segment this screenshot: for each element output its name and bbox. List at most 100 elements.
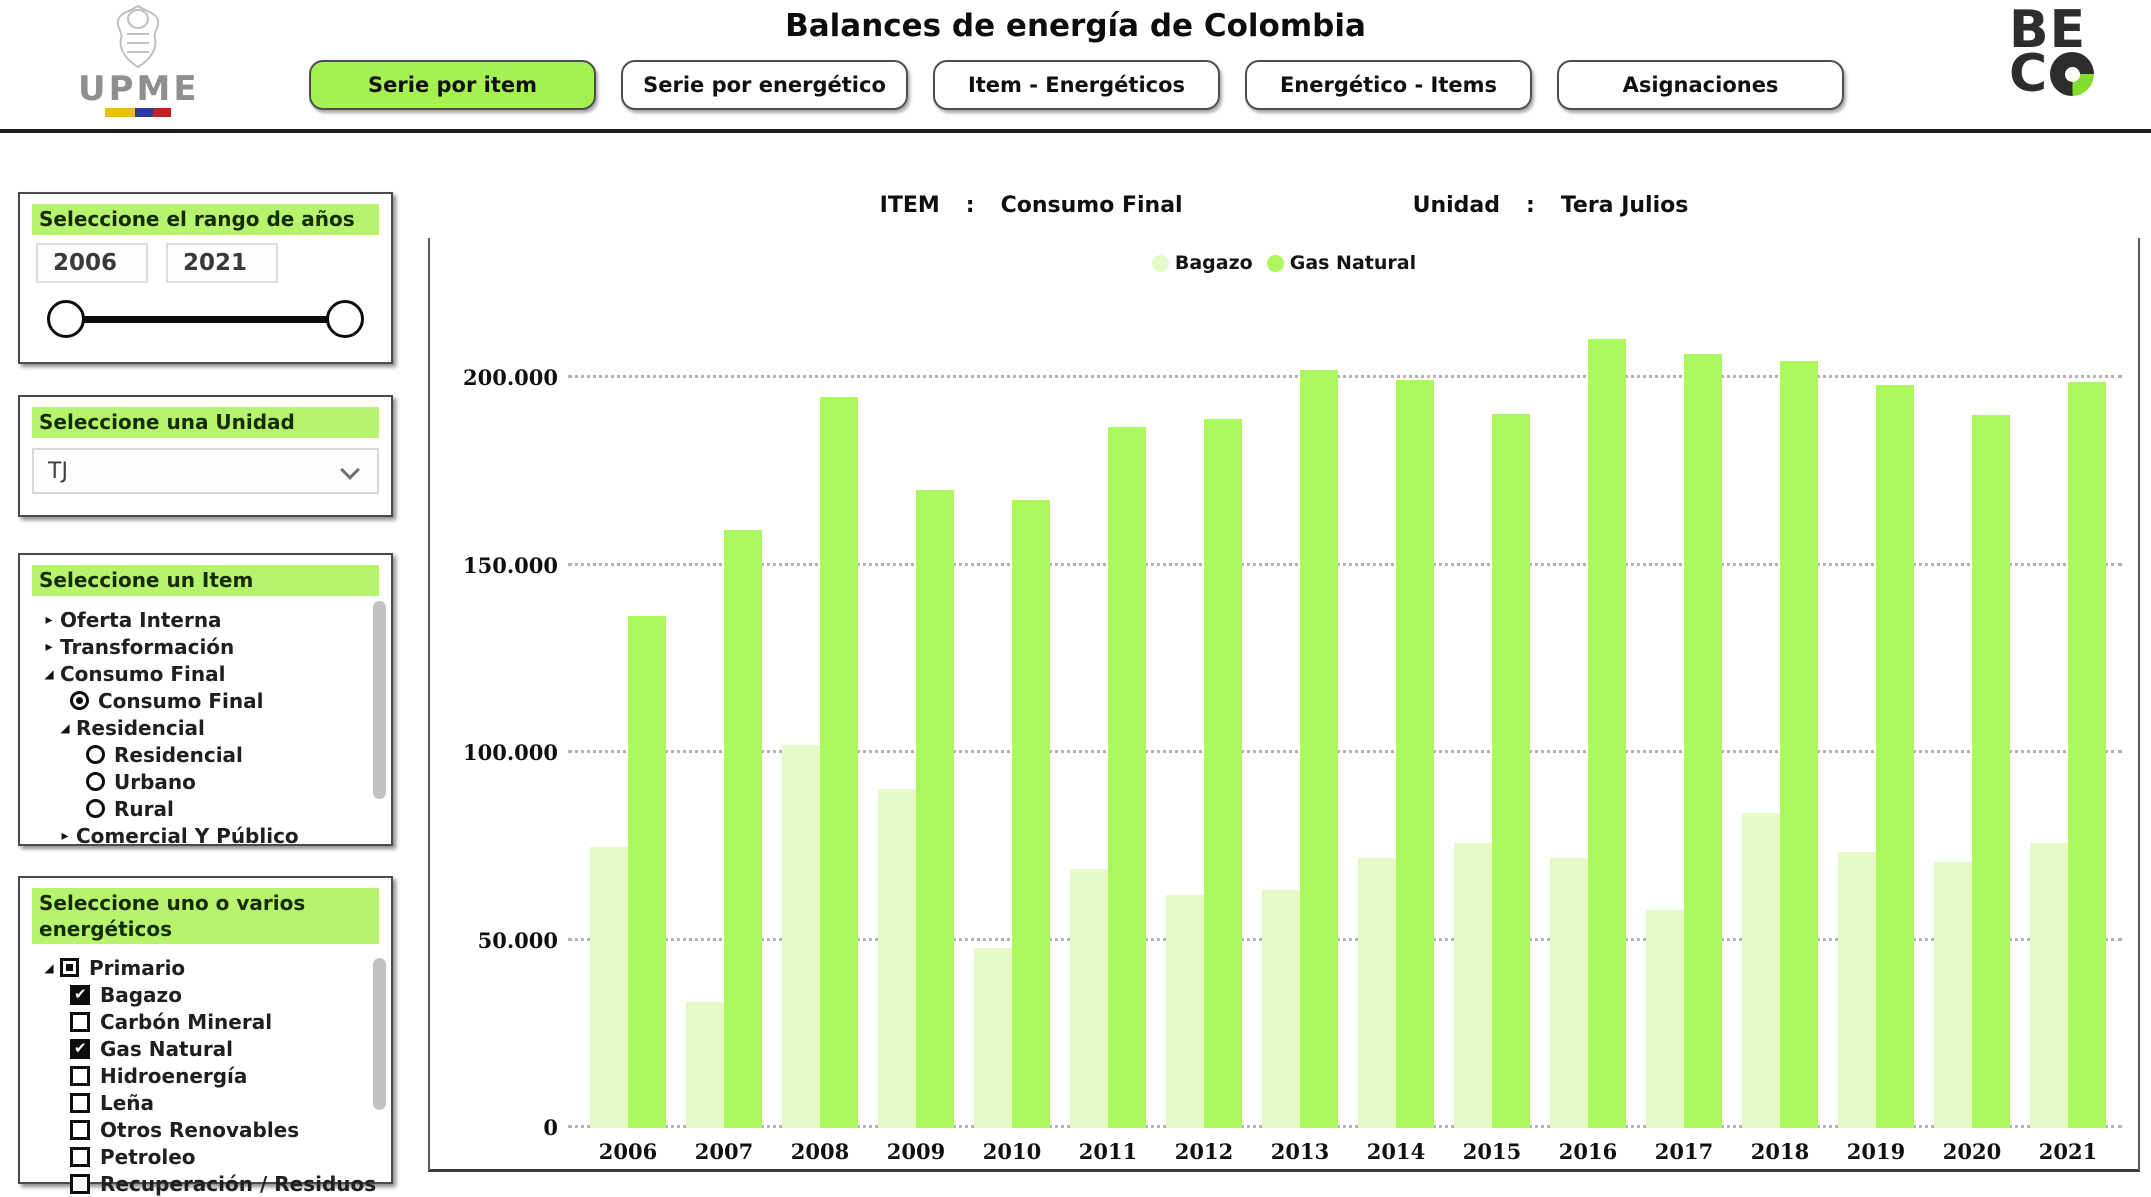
bar-gas-natural-2020[interactable] bbox=[1972, 415, 2010, 1128]
item-tree-scrollbar[interactable] bbox=[373, 601, 386, 799]
bar-gas-natural-2016[interactable] bbox=[1588, 339, 1626, 1128]
bar-gas-natural-2009[interactable] bbox=[916, 490, 954, 1128]
bar-gas-natural-2011[interactable] bbox=[1108, 427, 1146, 1128]
checkbox-otros-renovables[interactable] bbox=[70, 1119, 90, 1140]
energetic-label: Bagazo bbox=[100, 982, 182, 1007]
bar-gas-natural-2008[interactable] bbox=[820, 397, 858, 1128]
checkbox-hidroenerg-a[interactable] bbox=[70, 1065, 90, 1086]
bar-bagazo-2012[interactable] bbox=[1166, 895, 1204, 1128]
energetic-recuperaci-n-residuos[interactable]: Recuperación / Residuos bbox=[20, 1170, 391, 1197]
checkbox-le-a[interactable] bbox=[70, 1092, 90, 1113]
tab-serie-por-item[interactable]: Serie por item bbox=[309, 60, 596, 110]
collapse-icon[interactable]: ◢ bbox=[44, 666, 54, 681]
bar-bagazo-2017[interactable] bbox=[1646, 910, 1684, 1128]
bar-group-2015: 2015 bbox=[1444, 235, 1540, 1164]
bar-gas-natural-2019[interactable] bbox=[1876, 385, 1914, 1128]
bar-bagazo-2007[interactable] bbox=[686, 1002, 724, 1128]
chart-header: ITEM : Consumo Final Unidad : Tera Julio… bbox=[428, 193, 2140, 218]
year-from-input[interactable]: 2006 bbox=[36, 243, 148, 283]
bar-bagazo-2019[interactable] bbox=[1838, 852, 1876, 1128]
unit-title: Seleccione una Unidad bbox=[32, 407, 379, 438]
upme-logo: UPME bbox=[78, 4, 198, 117]
item-rural[interactable]: Rural bbox=[20, 795, 391, 822]
energetic-carb-n-mineral[interactable]: Carbón Mineral bbox=[20, 1008, 391, 1035]
slider-handle-right[interactable] bbox=[326, 300, 364, 338]
x-axis-label: 2007 bbox=[694, 1139, 754, 1164]
bar-gas-natural-2015[interactable] bbox=[1492, 414, 1530, 1128]
item-label: Transformación bbox=[60, 634, 235, 659]
bar-bagazo-2018[interactable] bbox=[1742, 813, 1780, 1128]
chart-plot: 2006 2007 2008 2009 2010 2011 2012 2013 2014 2015… bbox=[580, 235, 2116, 1164]
collapse-icon[interactable]: ◢ bbox=[44, 960, 54, 975]
item-residencial[interactable]: Residencial bbox=[20, 741, 391, 768]
radio-rural[interactable] bbox=[86, 799, 105, 818]
chevron-down-icon bbox=[340, 460, 360, 480]
tab-serie-por-energ-tico[interactable]: Serie por energético bbox=[621, 60, 908, 110]
energetic-petroleo[interactable]: Petroleo bbox=[20, 1143, 391, 1170]
legend-item-bagazo[interactable]: Bagazo bbox=[1151, 252, 1253, 274]
y-tick-label: 200.000 bbox=[463, 365, 558, 390]
collapse-icon[interactable]: ◢ bbox=[60, 720, 70, 735]
legend-item-gas-natural[interactable]: Gas Natural bbox=[1266, 252, 1416, 274]
checkbox-carb-n-mineral[interactable] bbox=[70, 1011, 90, 1032]
bar-gas-natural-2012[interactable] bbox=[1204, 419, 1242, 1128]
bar-gas-natural-2013[interactable] bbox=[1300, 370, 1338, 1128]
bar-bagazo-2016[interactable] bbox=[1550, 858, 1588, 1128]
chart-unit-label: Unidad bbox=[1412, 193, 1501, 218]
bar-gas-natural-2018[interactable] bbox=[1780, 361, 1818, 1128]
bar-bagazo-2020[interactable] bbox=[1934, 862, 1972, 1128]
radio-residencial[interactable] bbox=[86, 745, 105, 764]
y-tick-label: 0 bbox=[543, 1115, 558, 1140]
checkbox-gas-natural[interactable] bbox=[70, 1038, 90, 1059]
bar-gas-natural-2021[interactable] bbox=[2068, 382, 2106, 1128]
gridline-200000 bbox=[568, 375, 2122, 378]
year-range-panel: Seleccione el rango de años 2006 2021 bbox=[18, 192, 393, 364]
energetic-le-a[interactable]: Leña bbox=[20, 1089, 391, 1116]
slider-handle-left[interactable] bbox=[47, 300, 85, 338]
bar-bagazo-2021[interactable] bbox=[2030, 843, 2068, 1128]
item-tree: ▸ Oferta Interna ▸ Transformación ◢ Consumo F… bbox=[20, 604, 391, 849]
energetic-hidroenerg-a[interactable]: Hidroenergía bbox=[20, 1062, 391, 1089]
bar-bagazo-2006[interactable] bbox=[590, 847, 628, 1128]
item-urbano[interactable]: Urbano bbox=[20, 768, 391, 795]
bar-bagazo-2010[interactable] bbox=[974, 948, 1012, 1128]
expand-icon[interactable]: ▸ bbox=[61, 827, 69, 844]
item-comercial-y-p-blico[interactable]: ▸ Comercial Y Público bbox=[20, 822, 391, 849]
year-to-input[interactable]: 2021 bbox=[166, 243, 278, 283]
beco-letter-c: C bbox=[2009, 44, 2049, 104]
item-consumo-final[interactable]: ◢ Consumo Final bbox=[20, 660, 391, 687]
bar-bagazo-2014[interactable] bbox=[1358, 858, 1396, 1128]
item-oferta-interna[interactable]: ▸ Oferta Interna bbox=[20, 606, 391, 633]
energetic-primario[interactable]: ◢ Primario bbox=[20, 954, 391, 981]
checkbox-bagazo[interactable] bbox=[70, 984, 90, 1005]
item-transformaci-n[interactable]: ▸ Transformación bbox=[20, 633, 391, 660]
bar-bagazo-2011[interactable] bbox=[1070, 869, 1108, 1128]
tab-item-energ-ticos[interactable]: Item - Energéticos bbox=[933, 60, 1220, 110]
unit-select[interactable]: TJ bbox=[32, 448, 379, 494]
gridline-150000 bbox=[568, 562, 2122, 566]
checkbox-petroleo[interactable] bbox=[70, 1146, 90, 1167]
expand-icon[interactable]: ▸ bbox=[45, 611, 53, 628]
tab-asignaciones[interactable]: Asignaciones bbox=[1557, 60, 1844, 110]
energetic-otros-renovables[interactable]: Otros Renovables bbox=[20, 1116, 391, 1143]
item-consumo-final[interactable]: Consumo Final bbox=[20, 687, 391, 714]
checkbox-primario[interactable] bbox=[60, 958, 79, 977]
energetic-bagazo[interactable]: Bagazo bbox=[20, 981, 391, 1008]
bar-gas-natural-2017[interactable] bbox=[1684, 354, 1722, 1128]
tab-energ-tico-items[interactable]: Energético - Items bbox=[1245, 60, 1532, 110]
bar-bagazo-2008[interactable] bbox=[782, 745, 820, 1128]
bar-gas-natural-2007[interactable] bbox=[724, 530, 762, 1128]
radio-consumo-final[interactable] bbox=[70, 691, 89, 710]
bar-gas-natural-2010[interactable] bbox=[1012, 500, 1050, 1128]
radio-urbano[interactable] bbox=[86, 772, 105, 791]
item-residencial[interactable]: ◢ Residencial bbox=[20, 714, 391, 741]
energetic-gas-natural[interactable]: Gas Natural bbox=[20, 1035, 391, 1062]
bar-bagazo-2009[interactable] bbox=[878, 789, 916, 1128]
bar-gas-natural-2006[interactable] bbox=[628, 616, 666, 1128]
expand-icon[interactable]: ▸ bbox=[45, 638, 53, 655]
bar-gas-natural-2014[interactable] bbox=[1396, 380, 1434, 1128]
bar-bagazo-2013[interactable] bbox=[1262, 890, 1300, 1128]
energetics-tree-scrollbar[interactable] bbox=[373, 958, 386, 1110]
x-axis-label: 2019 bbox=[1846, 1139, 1906, 1164]
bar-bagazo-2015[interactable] bbox=[1454, 843, 1492, 1128]
